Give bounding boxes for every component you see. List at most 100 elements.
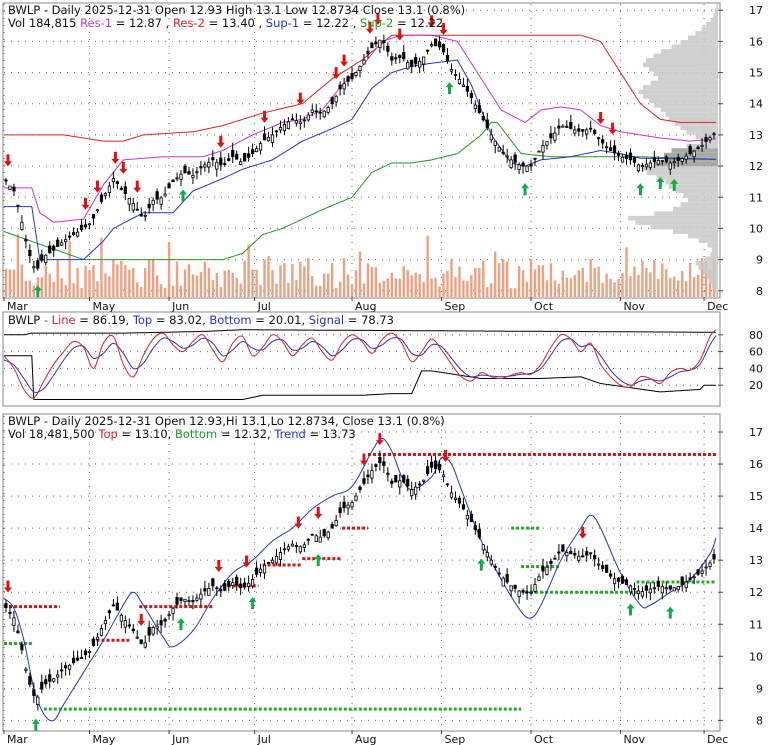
volume-bar (330, 263, 334, 297)
up-arrow (248, 597, 257, 610)
candle-body (612, 578, 617, 585)
volume-profile-bar (695, 31, 718, 36)
candle-body (501, 151, 505, 154)
candle-body (704, 136, 708, 142)
down-arrow (93, 180, 102, 193)
candle-body (72, 657, 76, 664)
volume-bar (68, 241, 71, 297)
sup2-value: = 12.22 (397, 16, 443, 30)
volume-profile-bar (707, 274, 718, 279)
volume-profile-bar (665, 179, 718, 185)
y-tick-label: 8 (756, 714, 763, 727)
candle-body (346, 76, 350, 82)
volume-bar (140, 286, 143, 297)
candle-body (143, 214, 147, 217)
sup1-label: Sup-1 (266, 16, 299, 30)
x-tick-label: Mar (7, 300, 28, 313)
volume-bar (155, 275, 159, 297)
candle-body (449, 69, 454, 72)
volume-bar (44, 265, 47, 297)
candle-body (489, 559, 493, 565)
volume-bar (108, 276, 111, 297)
volume-bar (144, 268, 147, 297)
volume-bar (665, 268, 668, 297)
candle-body (16, 630, 20, 634)
trend-line-value: = 13.73 (309, 427, 355, 441)
volume-bar (366, 263, 370, 297)
candle-body (700, 570, 704, 574)
volume-bar (334, 287, 338, 297)
candle-body (585, 551, 589, 556)
stochastic-legend: BWLP - Line = 86.19, Top = 83.02, Bottom… (8, 313, 394, 327)
candle-body (644, 163, 648, 168)
candle-body (477, 104, 481, 113)
candle-body (111, 178, 115, 183)
y-tick-label: 11 (749, 618, 763, 631)
volume-bar (434, 277, 437, 297)
volume-bar (159, 284, 163, 297)
res2-value: = 13.40 (209, 16, 255, 30)
candle-body (473, 104, 477, 109)
x-tick-label: Jul (257, 733, 271, 745)
candle-body (608, 147, 613, 151)
candle-body (195, 171, 199, 174)
candle-body (227, 580, 231, 587)
volume-bar (692, 277, 696, 297)
trend-grid (3, 416, 718, 730)
x-tick-label: Nov (624, 733, 646, 745)
candle-body (636, 590, 641, 594)
candle-body (509, 159, 513, 169)
price-volume-panel: 17 16 15 14 13 12 11 10 9 8 Mar May Jun Jul Aug Sep Oct… (2, 2, 763, 313)
candle-body (79, 657, 84, 659)
candle-body (362, 59, 366, 65)
candle-body (660, 586, 664, 594)
volume-profile-bar (656, 175, 718, 180)
volume-bar (132, 267, 135, 297)
candle-body (418, 60, 422, 68)
volume-bar (362, 283, 366, 297)
candle-body (469, 513, 473, 523)
volume-bar (32, 285, 36, 297)
volume-bar (299, 261, 302, 297)
volume-bar (673, 276, 676, 297)
candle-body (282, 548, 287, 551)
volume-bar (649, 272, 652, 297)
down-arrow (81, 197, 90, 210)
candle-body (24, 238, 28, 242)
volume-profile-bar (661, 49, 718, 54)
price-panel-frame (2, 2, 721, 299)
candle-body (338, 84, 342, 90)
candle-body (624, 154, 629, 160)
candle-body (605, 564, 609, 573)
candle-body (342, 83, 346, 90)
volume-bar (637, 274, 640, 297)
candle-body (322, 110, 326, 118)
candle-body (608, 573, 613, 577)
x-tick-label: Mar (7, 733, 28, 745)
volume-bar (52, 281, 55, 297)
volume-bar (239, 283, 242, 297)
up-arrow (666, 606, 675, 619)
candle-body (573, 129, 577, 134)
volume-bar (283, 263, 286, 297)
candle-body (314, 110, 318, 113)
candle-body (123, 186, 127, 194)
volume-bar (179, 285, 183, 297)
candle-body (251, 579, 255, 587)
volume-bar (482, 260, 485, 297)
candle-body (4, 179, 8, 182)
candle-body (521, 162, 525, 167)
volume-profile-bar (649, 67, 718, 72)
candle-body (374, 464, 378, 468)
candle-body (688, 577, 692, 580)
volume-bar (24, 280, 28, 297)
volume-bar (696, 274, 700, 297)
candle-body (414, 486, 418, 495)
candle-body (386, 472, 390, 475)
candle-body (461, 504, 466, 510)
candle-body (652, 587, 656, 590)
trend-bottom-value: = 12.32, (221, 427, 271, 441)
y-tick-label: 9 (756, 682, 763, 695)
volume-bar (20, 264, 24, 297)
candle-body (601, 139, 605, 144)
